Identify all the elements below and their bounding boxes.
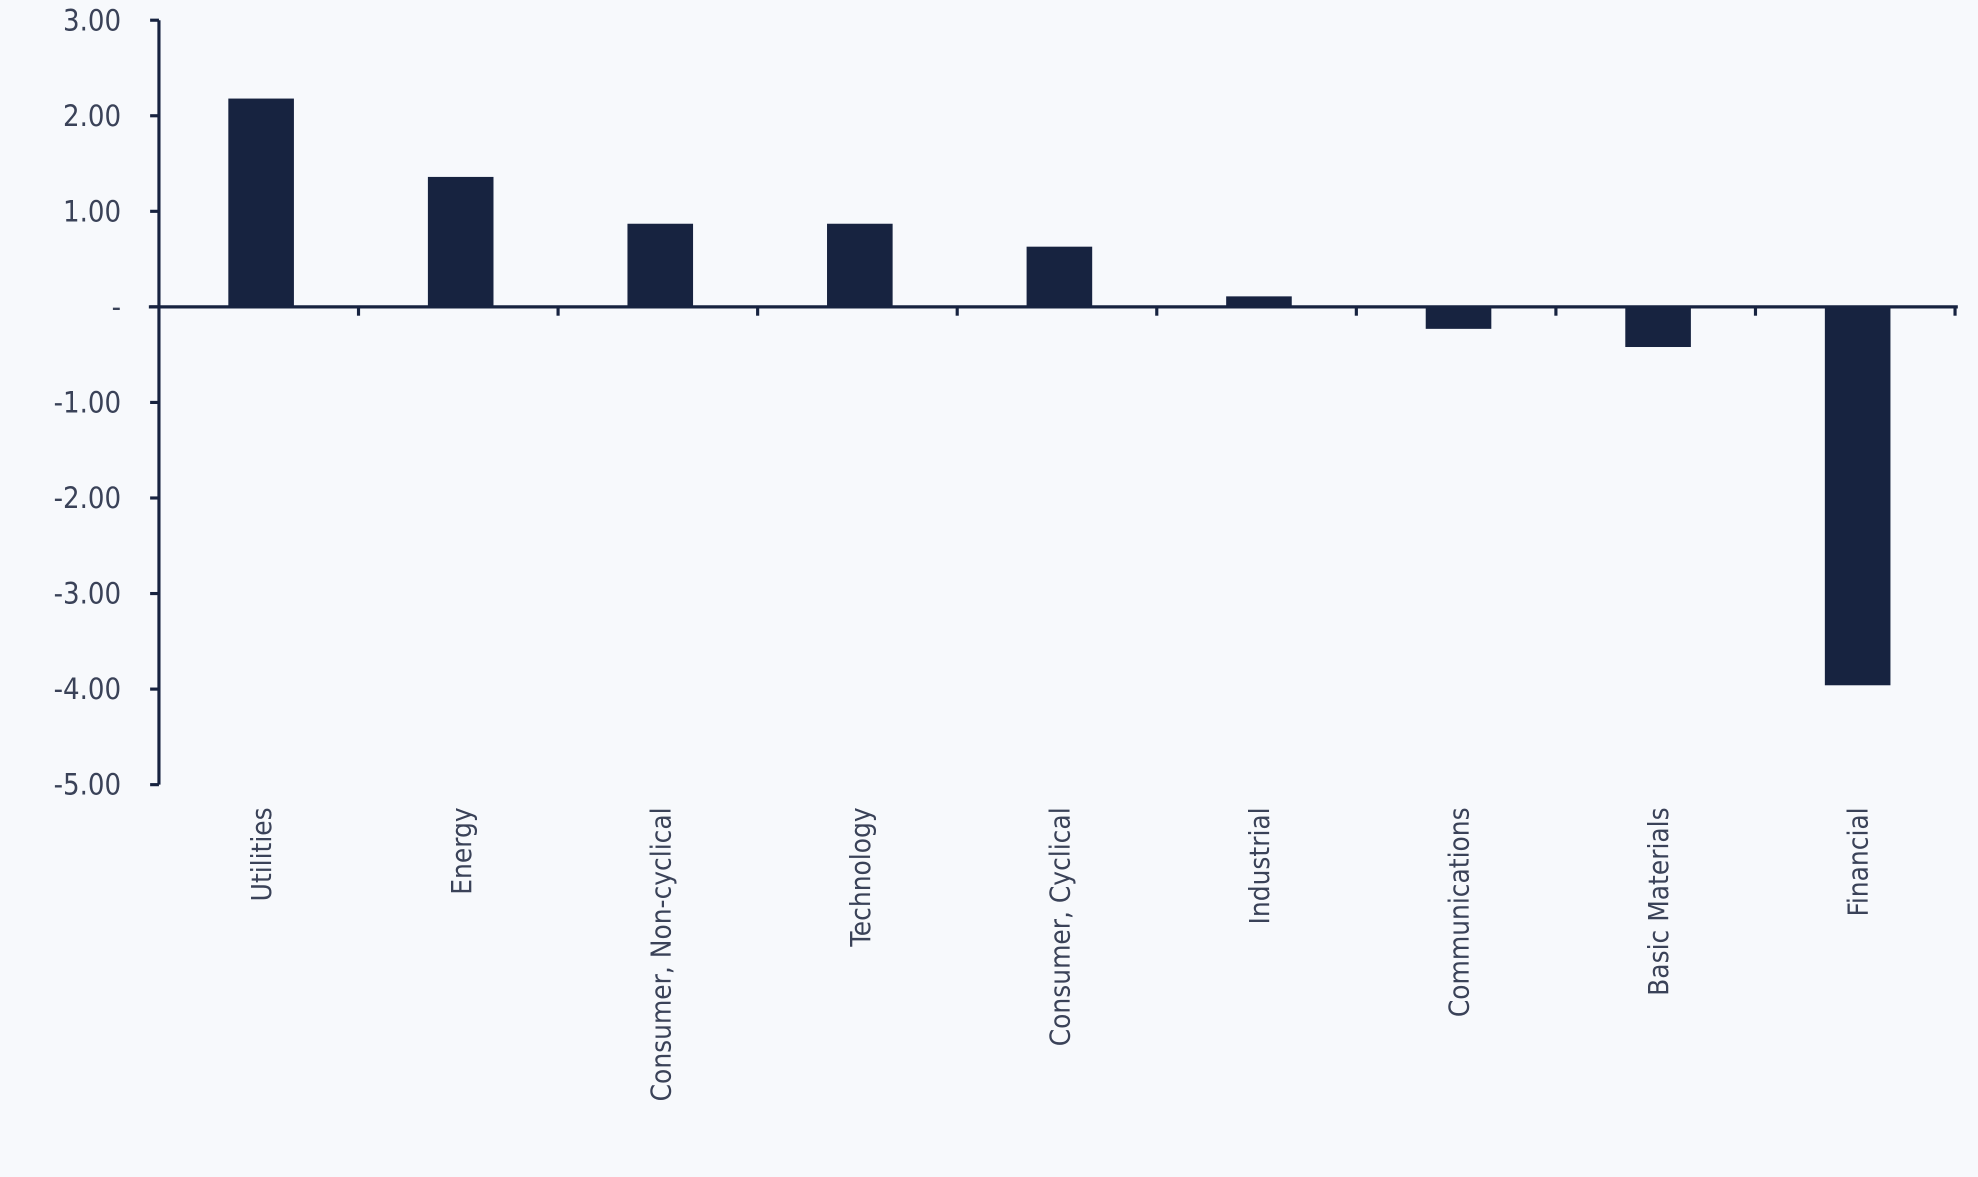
y-tick-label: -1.00 [54,386,122,420]
x-tick-label: Technology [844,807,877,948]
bar-industrial [1226,296,1292,307]
x-tick-label: Energy [445,807,478,895]
y-tick-label: -5.00 [54,768,122,802]
y-tick-label: 3.00 [63,3,121,37]
x-tick-label: Consumer, Non-cyclical [644,807,677,1101]
y-tick-label: -3.00 [54,577,122,611]
x-tick-label: Communications [1443,807,1476,1017]
bar-technology [827,223,893,307]
x-tick-label: Consumer, Cyclical [1043,807,1076,1046]
bar-communications [1425,306,1492,329]
y-tick-label: 2.00 [63,99,121,133]
y-tick-label: - [112,290,121,324]
y-tick-label: -2.00 [54,481,122,515]
bar-basic-materials [1625,306,1691,348]
y-tick-label: 1.00 [63,194,121,228]
x-tick-label: Utilities [245,807,278,901]
x-tick-label: Industrial [1243,807,1276,924]
x-tick-label: Financial [1842,807,1875,916]
bar-utilities [228,98,294,307]
bar-consumer-cyclical [1026,246,1093,307]
y-tick-label: -4.00 [54,672,122,706]
x-tick-label: Basic Materials [1642,807,1675,995]
bar-consumer-non-cyclical [627,223,694,307]
bar-financial [1824,306,1891,686]
bar-energy [427,176,494,307]
